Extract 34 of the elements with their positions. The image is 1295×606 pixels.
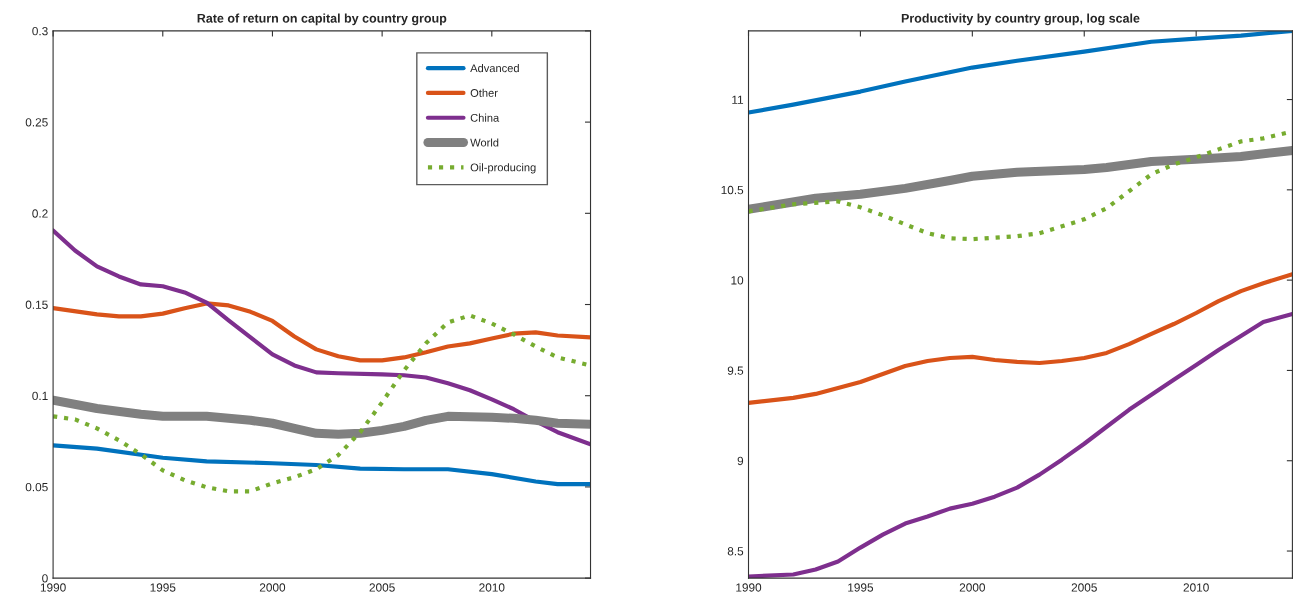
line-series: [53, 228, 591, 447]
x-tick-label: 2010: [479, 583, 505, 592]
line-series: [748, 272, 1293, 406]
x-tick-label: 2000: [259, 583, 286, 592]
y-tick-label: 0.1: [32, 391, 48, 401]
x-tick-label: 1990: [736, 583, 762, 592]
line-series: [53, 443, 591, 487]
legend-label: Oil-producing: [470, 163, 536, 174]
legend-label: Advanced: [470, 63, 519, 73]
x-tick-label: 2010: [1183, 583, 1209, 592]
x-tick-label: 2005: [369, 583, 395, 592]
y-tick-label: 0: [42, 574, 48, 583]
y-tick-label: 0.2: [32, 209, 48, 218]
x-tick-label: 2005: [1071, 583, 1097, 592]
x-tick-label: 2000: [959, 583, 986, 592]
x-tick-label: 1990: [40, 583, 66, 592]
y-tick-label: 10: [731, 276, 744, 285]
chart-title: Productivity by country group, log scale: [901, 13, 1140, 26]
legend-label: Other: [470, 88, 498, 97]
y-tick-label: 9: [737, 456, 744, 466]
x-tick-label: 1995: [150, 583, 176, 592]
y-tick-label: 0.15: [25, 300, 48, 309]
x-tick-label: 1995: [848, 583, 874, 592]
line-series: [53, 301, 591, 363]
y-tick-label: 8.5: [727, 547, 744, 556]
legend-label: China: [470, 113, 500, 122]
y-tick-label: 10.5: [721, 185, 744, 195]
y-tick-label: 11: [732, 95, 744, 104]
chart-title: Rate of return on capital by country group: [197, 13, 447, 26]
y-tick-label: 0.3: [32, 26, 48, 36]
legend-label: World: [470, 138, 499, 147]
y-tick-label: 9.5: [727, 366, 744, 375]
y-tick-label: 0.05: [25, 482, 48, 492]
y-tick-label: 0.25: [25, 118, 48, 127]
